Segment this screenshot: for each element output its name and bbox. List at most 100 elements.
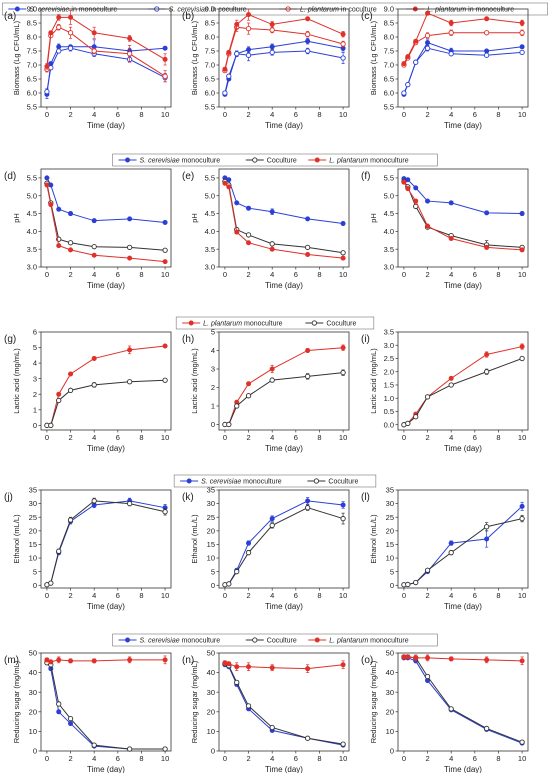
data-point	[340, 255, 346, 261]
data-point	[245, 25, 252, 32]
data-point	[127, 216, 133, 222]
data-point	[519, 211, 525, 217]
legend-label-word: monoculture	[368, 638, 409, 645]
plot-frame	[397, 331, 529, 431]
y-tick-label: 3	[33, 374, 37, 383]
x-tick-label: 8	[317, 591, 321, 600]
data-point	[269, 366, 275, 372]
data-point	[68, 658, 74, 664]
x-tick-label: 0	[402, 270, 406, 279]
y-tick-label: 8.0	[27, 33, 37, 42]
panel-o: 0 2 4 6 8 10 0 10 20 30 40 50 Time (day) Reducing sug…	[361, 649, 529, 773]
x-tick-label: 8	[496, 110, 500, 119]
series-0	[44, 175, 168, 225]
panel-j: 0 2 4 6 8 10 0 5 10 15 20 25 30 35 Time (day) Ethanol (…	[4, 486, 172, 611]
y-axis-label: Lactic acid (mg/mL)	[12, 348, 21, 414]
x-tick-label: 4	[270, 270, 274, 279]
x-tick-label: 10	[518, 754, 526, 763]
y-tick-label: 7.5	[27, 47, 37, 56]
data-point	[67, 387, 74, 393]
data-point	[127, 657, 133, 663]
data-point	[226, 73, 232, 79]
data-point	[448, 382, 454, 388]
y-tick-label: 5	[33, 567, 37, 576]
legend-box	[173, 474, 377, 488]
y-tick-label: 3.0	[384, 341, 394, 350]
data-point	[126, 379, 133, 385]
data-point	[56, 391, 62, 397]
legend-marker	[314, 637, 320, 643]
series-1	[401, 355, 525, 428]
y-tick-label: 7.5	[205, 47, 215, 56]
series-0	[401, 343, 525, 428]
data-point	[67, 716, 74, 722]
series-0	[44, 658, 168, 752]
data-point	[234, 403, 240, 409]
x-axis-label: Time (day)	[265, 281, 303, 290]
data-point	[519, 247, 525, 253]
series-line	[46, 379, 166, 426]
data-point	[162, 657, 168, 663]
x-axis-label: Time (day)	[444, 602, 482, 611]
data-point	[226, 184, 232, 190]
y-axis-label: Biomass (Lg CFU/mL)	[12, 20, 21, 95]
data-point	[484, 210, 490, 216]
y-tick-label: 3.5	[384, 245, 394, 254]
panel-a: 0 2 4 6 8 10 5.5 6.0 6.5 7.0 7.5 8.0 8.5 9.0 Time (day…	[4, 5, 172, 130]
series-1	[222, 661, 346, 747]
x-tick-label: 8	[139, 433, 143, 442]
y-tick-label: 0.0	[384, 420, 394, 429]
x-tick-label: 2	[246, 270, 250, 279]
data-point	[519, 739, 525, 745]
data-point	[222, 180, 228, 186]
x-tick-label: 6	[116, 591, 120, 600]
series-line	[46, 47, 166, 92]
y-tick-label: 6.0	[205, 89, 215, 98]
data-point	[127, 255, 133, 261]
y-tick-label: 8.5	[205, 19, 215, 28]
data-point	[304, 244, 311, 251]
x-tick-label: 8	[317, 433, 321, 442]
x-tick-label: 4	[270, 754, 274, 763]
data-point	[91, 244, 97, 250]
x-tick-label: 10	[161, 110, 169, 119]
data-point	[127, 35, 133, 41]
data-point	[424, 673, 431, 680]
x-axis-label: Time (day)	[265, 765, 303, 773]
x-tick-label: 10	[161, 270, 169, 279]
y-tick-label: 30	[386, 499, 394, 508]
data-point	[269, 724, 275, 731]
legend-label-word: Coculture	[267, 638, 297, 645]
series-line	[46, 660, 166, 750]
legend-label-word: L.	[329, 638, 335, 645]
legend-entry: S. cerevisiae in monoculture	[8, 6, 117, 14]
legend-label-word: monoculture	[242, 321, 283, 328]
y-tick-label: 1.5	[384, 381, 394, 390]
series-0	[222, 497, 346, 588]
data-point	[413, 59, 419, 65]
data-point	[413, 185, 419, 191]
data-point	[44, 88, 50, 95]
data-point	[424, 32, 431, 39]
data-point	[162, 219, 168, 225]
y-tick-label: 10	[207, 554, 215, 563]
series-1	[44, 377, 168, 428]
data-point	[56, 206, 62, 212]
data-point	[68, 371, 74, 377]
y-tick-label: 5.0	[384, 191, 394, 200]
panel-label: (o)	[361, 655, 373, 666]
data-point	[340, 741, 346, 747]
series-0	[222, 38, 346, 97]
series-0	[401, 176, 525, 217]
data-point	[91, 355, 97, 361]
x-tick-label: 2	[246, 754, 250, 763]
y-tick-label: 7.0	[384, 61, 394, 70]
data-point	[401, 61, 407, 67]
y-tick-label: 4	[211, 346, 215, 355]
series-1	[44, 180, 168, 253]
y-tick-label: 1	[211, 402, 215, 411]
series-line	[224, 507, 344, 586]
legend-label-word: plantarum	[433, 7, 466, 14]
plot-frame	[40, 331, 172, 431]
legend-label-word: plantarum	[335, 638, 368, 645]
